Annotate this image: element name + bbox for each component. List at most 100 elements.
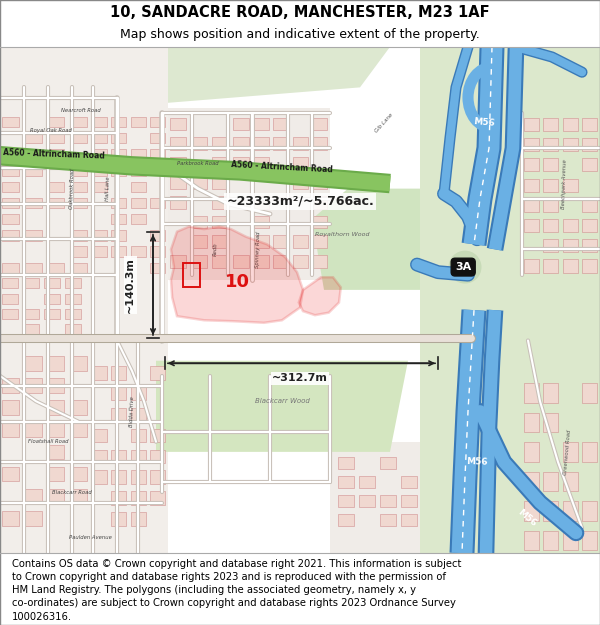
Bar bbox=[70, 401, 86, 415]
Bar bbox=[47, 467, 64, 481]
Bar bbox=[170, 157, 186, 169]
Bar bbox=[131, 491, 146, 505]
Bar bbox=[70, 489, 86, 504]
Bar bbox=[25, 262, 41, 273]
Bar bbox=[2, 230, 19, 241]
Bar bbox=[212, 157, 228, 169]
Bar bbox=[44, 309, 60, 319]
Bar bbox=[313, 216, 327, 228]
Bar bbox=[23, 279, 39, 288]
Bar bbox=[70, 133, 86, 144]
Bar bbox=[563, 138, 578, 151]
Bar bbox=[544, 158, 558, 171]
Bar bbox=[338, 494, 354, 507]
Bar bbox=[47, 198, 64, 208]
Bar bbox=[380, 457, 396, 469]
Bar bbox=[151, 262, 165, 273]
Bar bbox=[131, 408, 146, 421]
Bar bbox=[112, 512, 126, 526]
Bar bbox=[380, 494, 396, 507]
Bar bbox=[563, 219, 578, 232]
Bar bbox=[313, 138, 327, 150]
Bar bbox=[563, 118, 578, 131]
Bar bbox=[254, 157, 269, 169]
Bar bbox=[274, 118, 288, 131]
Bar bbox=[293, 255, 308, 268]
Bar bbox=[92, 246, 107, 257]
Bar bbox=[170, 176, 186, 189]
Bar bbox=[131, 214, 146, 224]
Bar bbox=[583, 531, 597, 550]
Text: 10: 10 bbox=[224, 273, 250, 291]
Bar bbox=[131, 117, 146, 128]
Bar bbox=[583, 442, 597, 462]
Bar bbox=[47, 422, 64, 437]
Text: Map shows position and indicative extent of the property.: Map shows position and indicative extent… bbox=[120, 28, 480, 41]
Bar bbox=[524, 413, 539, 432]
Bar bbox=[131, 181, 146, 192]
Bar bbox=[112, 471, 126, 484]
Bar bbox=[70, 181, 86, 192]
Bar bbox=[2, 467, 19, 481]
Bar bbox=[544, 199, 558, 212]
Bar bbox=[112, 214, 126, 224]
Bar bbox=[25, 378, 41, 392]
Bar bbox=[112, 166, 126, 176]
Bar bbox=[2, 149, 19, 159]
Bar bbox=[212, 235, 228, 248]
Bar bbox=[544, 383, 558, 402]
Bar bbox=[563, 501, 578, 521]
Bar bbox=[65, 309, 81, 319]
Bar bbox=[524, 472, 539, 491]
Text: A560 - Altrincham Road: A560 - Altrincham Road bbox=[3, 148, 105, 161]
Bar bbox=[47, 181, 64, 192]
Bar bbox=[112, 408, 126, 421]
Bar bbox=[131, 449, 146, 463]
Bar bbox=[191, 216, 207, 228]
Ellipse shape bbox=[449, 251, 482, 284]
Bar bbox=[401, 514, 417, 526]
Bar bbox=[293, 176, 308, 189]
Bar bbox=[70, 117, 86, 128]
Bar bbox=[524, 383, 539, 402]
Bar bbox=[112, 387, 126, 401]
Bar bbox=[583, 138, 597, 151]
Bar bbox=[65, 294, 81, 304]
Bar bbox=[151, 366, 165, 379]
Bar bbox=[47, 262, 64, 273]
Bar bbox=[583, 501, 597, 521]
Bar bbox=[2, 309, 18, 319]
Bar bbox=[25, 422, 41, 437]
Bar bbox=[131, 387, 146, 401]
Bar bbox=[70, 198, 86, 208]
Bar bbox=[131, 246, 146, 257]
Bar bbox=[112, 246, 126, 257]
Bar bbox=[44, 294, 60, 304]
Bar bbox=[131, 166, 146, 176]
Bar bbox=[524, 179, 539, 192]
Bar bbox=[25, 230, 41, 241]
Text: 3A: 3A bbox=[455, 262, 472, 272]
Text: ~140.3m: ~140.3m bbox=[125, 257, 135, 312]
Text: Paulden Avenue: Paulden Avenue bbox=[68, 536, 112, 541]
Bar bbox=[2, 511, 19, 526]
Bar bbox=[212, 176, 228, 189]
Bar bbox=[2, 166, 19, 176]
Bar bbox=[151, 471, 165, 484]
Text: Greenwood Road: Greenwood Road bbox=[563, 429, 571, 475]
Bar bbox=[151, 491, 165, 505]
Polygon shape bbox=[156, 361, 408, 452]
Bar bbox=[544, 179, 558, 192]
Text: Hall Lane: Hall Lane bbox=[105, 176, 111, 201]
Bar bbox=[92, 149, 107, 159]
Text: M56: M56 bbox=[515, 508, 538, 528]
Bar bbox=[92, 366, 107, 379]
Text: Floatshall Road: Floatshall Road bbox=[28, 439, 68, 444]
Bar bbox=[544, 531, 558, 550]
Bar bbox=[212, 138, 228, 150]
Bar bbox=[313, 235, 327, 248]
Bar bbox=[583, 239, 597, 252]
Bar bbox=[2, 117, 19, 128]
Bar bbox=[338, 514, 354, 526]
Bar bbox=[44, 279, 60, 288]
